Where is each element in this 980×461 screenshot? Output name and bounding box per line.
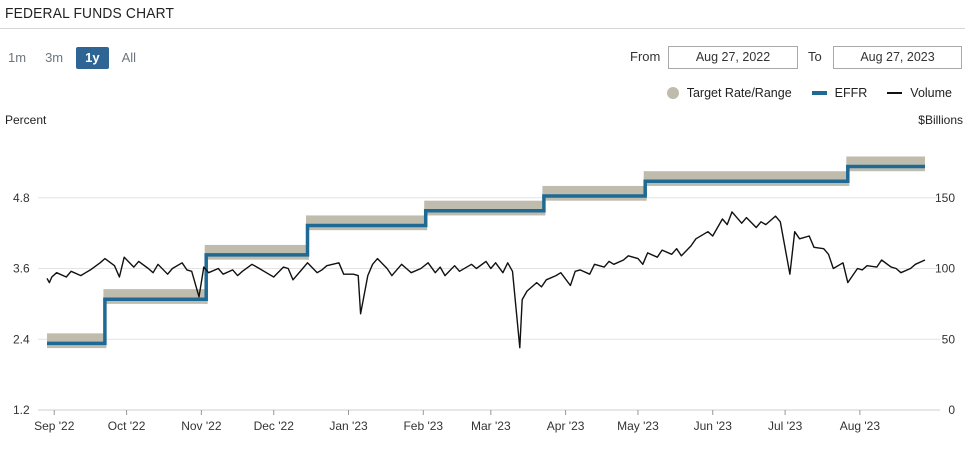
x-tick-label: Mar '23 xyxy=(471,419,511,433)
target-range-band xyxy=(307,215,426,231)
legend-item-target[interactable]: Target Rate/Range xyxy=(666,86,792,100)
y-right-tick-label: 100 xyxy=(935,262,955,276)
from-date-input[interactable]: Aug 27, 2022 xyxy=(668,46,798,69)
legend-target-label: Target Rate/Range xyxy=(686,86,792,100)
y-right-tick-label: 0 xyxy=(948,403,955,417)
chart-title: FEDERAL FUNDS CHART xyxy=(5,5,175,22)
y-left-tick-label: 2.4 xyxy=(13,332,30,346)
volume-line xyxy=(46,211,926,349)
y-left-tick-label: 3.6 xyxy=(13,262,30,276)
volume-swatch xyxy=(887,92,903,94)
target-range-band xyxy=(425,200,544,216)
x-tick-label: Sep '22 xyxy=(34,419,75,433)
range-3m-button[interactable]: 3m xyxy=(45,50,64,65)
target-range-band xyxy=(543,185,646,201)
range-selector: 1m 3m 1y All xyxy=(2,47,149,69)
x-tick-label: Jul '23 xyxy=(768,419,803,433)
effr-swatch xyxy=(811,91,827,95)
legend: Target Rate/Range EFFR Volume xyxy=(647,86,952,100)
x-tick-label: Nov '22 xyxy=(181,419,222,433)
y-right-tick-label: 50 xyxy=(942,332,956,346)
target-swatch xyxy=(666,87,679,99)
legend-effr-label: EFFR xyxy=(834,86,868,100)
effr-line xyxy=(47,164,925,346)
target-range-band xyxy=(206,244,308,260)
y-left-axis-title: Percent xyxy=(5,113,47,127)
x-tick-label: Aug '23 xyxy=(840,419,881,433)
range-1m-button[interactable]: 1m xyxy=(8,50,27,65)
target-range-band xyxy=(47,333,105,349)
x-tick-label: May '23 xyxy=(617,419,659,433)
x-tick-label: Feb '23 xyxy=(403,419,443,433)
range-1y-button[interactable]: 1y xyxy=(76,47,109,69)
range-all-button[interactable]: All xyxy=(121,50,137,65)
x-tick-label: Jun '23 xyxy=(694,419,733,433)
from-label: From xyxy=(630,49,661,64)
x-tick-label: Dec '22 xyxy=(254,419,295,433)
legend-volume-label: Volume xyxy=(910,86,952,100)
y-left-tick-label: 4.8 xyxy=(13,191,30,205)
target-range-band xyxy=(847,156,925,172)
y-right-axis-title: $Billions xyxy=(918,113,963,127)
x-tick-label: Oct '22 xyxy=(108,419,146,433)
title-divider xyxy=(0,28,965,29)
x-tick-label: Jan '23 xyxy=(329,419,368,433)
to-date-input[interactable]: Aug 27, 2023 xyxy=(833,46,962,69)
legend-item-effr[interactable]: EFFR xyxy=(811,86,868,100)
to-label: To xyxy=(808,49,822,64)
x-tick-label: Apr '23 xyxy=(547,419,585,433)
y-right-tick-label: 150 xyxy=(935,191,955,205)
target-range-band xyxy=(104,289,207,304)
target-range-band xyxy=(645,171,848,186)
y-left-tick-label: 1.2 xyxy=(13,403,30,417)
legend-item-volume[interactable]: Volume xyxy=(887,86,952,100)
